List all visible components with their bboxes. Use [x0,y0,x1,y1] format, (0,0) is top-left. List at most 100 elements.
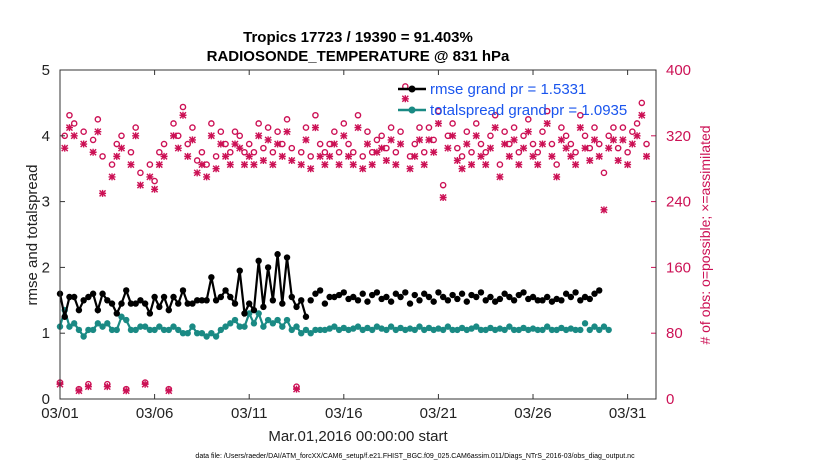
obs-possible-point [454,144,461,152]
obs-possible-point [425,124,433,131]
obs-possible-point [345,140,352,148]
obs-possible-point [70,120,78,127]
obs-assimilated-point [586,156,594,164]
totalspread-point [179,330,187,337]
obs-assimilated-point [316,152,324,160]
obs-assimilated-point [330,140,338,148]
obs-possible-point [312,111,319,119]
obs-assimilated-point [212,165,220,173]
totalspread-point [231,316,239,324]
obs-possible-point [99,153,106,160]
obs-assimilated-point [226,161,234,169]
obs-possible-point [80,128,87,135]
rmse-point [454,295,461,303]
totalspread-point [274,316,281,324]
obs-possible-point [250,148,258,156]
y-axis-label: rmse and totalspread [24,165,41,306]
obs-assimilated-point [155,161,163,169]
obs-possible-point [241,148,248,156]
totalspread-point [250,320,258,327]
rmse-point [596,287,603,294]
obs-possible-point [255,120,262,127]
rmse-point [562,290,570,297]
rmse-point [189,300,196,307]
obs-assimilated-point [572,161,580,169]
rmse-point [236,267,243,274]
obs-possible-point [449,120,456,127]
rmse-point [217,293,225,301]
rmse-point [269,297,277,304]
obs-assimilated-point [122,387,130,395]
obs-possible-point [297,148,305,156]
totalspread-point [160,326,168,334]
obs-assimilated-point [368,161,376,169]
obs-possible-point [548,140,556,148]
obs-possible-point [283,116,291,123]
obs-possible-point [510,124,518,131]
obs-possible-point [520,132,527,140]
totalspread-point [189,323,196,330]
rmse-point [108,300,116,307]
rmse-point [113,310,120,317]
rmse-point [222,287,229,294]
obs-assimilated-point [203,173,211,181]
obs-possible-point [472,120,480,127]
totalspread-point [548,326,556,334]
rmse-point [473,293,480,301]
obs-possible-point [160,140,168,148]
totalspread-point [175,326,182,334]
totalspread-point [596,326,603,334]
obs-possible-point [364,128,371,135]
rmse-point [402,289,409,296]
rmse-point [156,303,163,311]
obs-possible-point [643,140,650,148]
plot-frame [59,69,657,400]
obs-possible-point [264,124,272,131]
obs-assimilated-point [378,144,386,152]
obs-possible-point [515,148,523,156]
rmse-point [406,300,414,307]
obs-possible-point [321,148,329,156]
obs-assimilated-point [188,136,196,144]
obs-possible-point [435,107,442,115]
obs-assimilated-point [174,144,182,152]
chart-title-line2: RADIOSONDE_TEMPERATURE @ 831 hPa [207,48,510,65]
rmse-point [529,293,537,301]
rmse-point [85,293,92,301]
obs-possible-point [487,132,494,140]
obs-assimilated-point [505,152,513,160]
rmse-point [241,310,248,317]
rmse-point [184,300,191,307]
obs-assimilated-point [543,119,551,127]
rmse-point [567,293,575,301]
legend-rmse-marker [408,85,416,93]
obs-assimilated-point [486,144,494,152]
rmse-point [335,291,343,299]
obs-assimilated-point [491,124,499,132]
totalspread-point [184,330,191,337]
rmse-point [104,297,111,304]
totalspread-point [368,326,376,334]
obs-assimilated-point [349,161,357,169]
obs-assimilated-point [529,152,537,160]
obs-possible-point [605,132,612,140]
obs-possible-point [108,161,116,168]
obs-possible-point [302,124,310,131]
obs-possible-point [420,148,428,156]
y-right-tick-label: 80 [666,325,683,342]
obs-assimilated-point [453,156,461,164]
obs-possible-point [288,144,296,152]
totalspread-point [383,326,390,334]
obs-assimilated-point [373,148,381,156]
rmse-point [506,293,513,301]
rmse-point [515,291,523,299]
totalspread-point [260,323,267,330]
x-tick-label: 03/31 [609,405,647,422]
obs-assimilated-point [84,383,92,391]
totalspread-point [539,326,546,334]
obs-possible-point [378,132,385,140]
obs-possible-point [174,132,182,140]
obs-possible-point [307,153,314,160]
rmse-point [411,291,418,299]
obs-assimilated-point [245,152,253,160]
